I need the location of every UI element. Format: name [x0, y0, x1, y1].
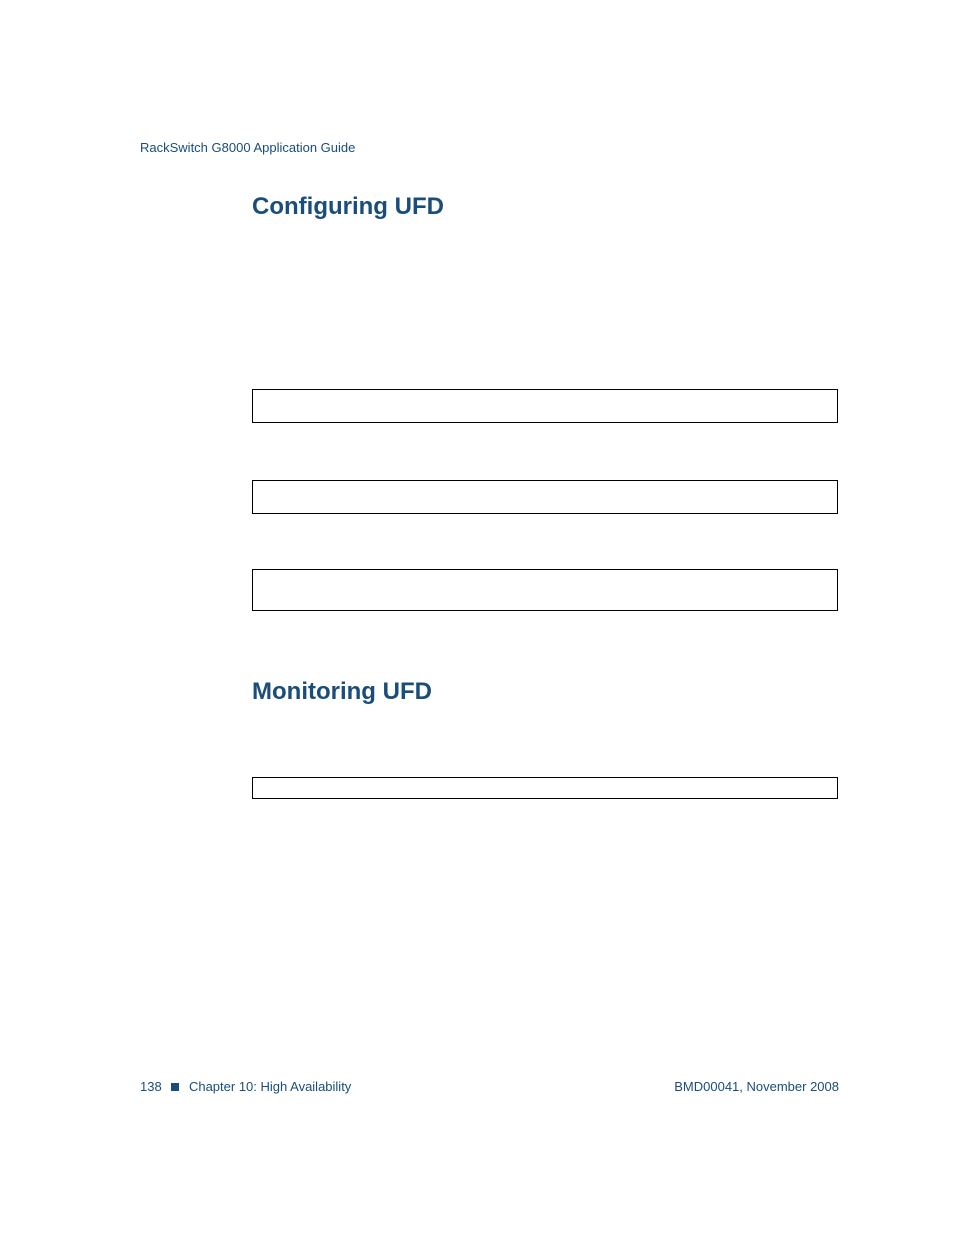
heading-monitoring-ufd: Monitoring UFD — [252, 678, 432, 706]
code-box-4 — [252, 777, 838, 799]
code-box-1 — [252, 389, 838, 423]
code-box-3 — [252, 569, 838, 611]
footer-chapter: Chapter 10: High Availability — [189, 1079, 351, 1094]
footer-left: 138 Chapter 10: High Availability — [140, 1079, 351, 1094]
footer-square-icon — [171, 1083, 179, 1091]
code-box-2 — [252, 480, 838, 514]
page-number: 138 — [140, 1079, 162, 1094]
heading-configuring-ufd: Configuring UFD — [252, 193, 444, 221]
running-header: RackSwitch G8000 Application Guide — [140, 140, 355, 155]
footer-doc-id: BMD00041, November 2008 — [674, 1079, 839, 1094]
page: RackSwitch G8000 Application Guide Confi… — [0, 0, 954, 1235]
